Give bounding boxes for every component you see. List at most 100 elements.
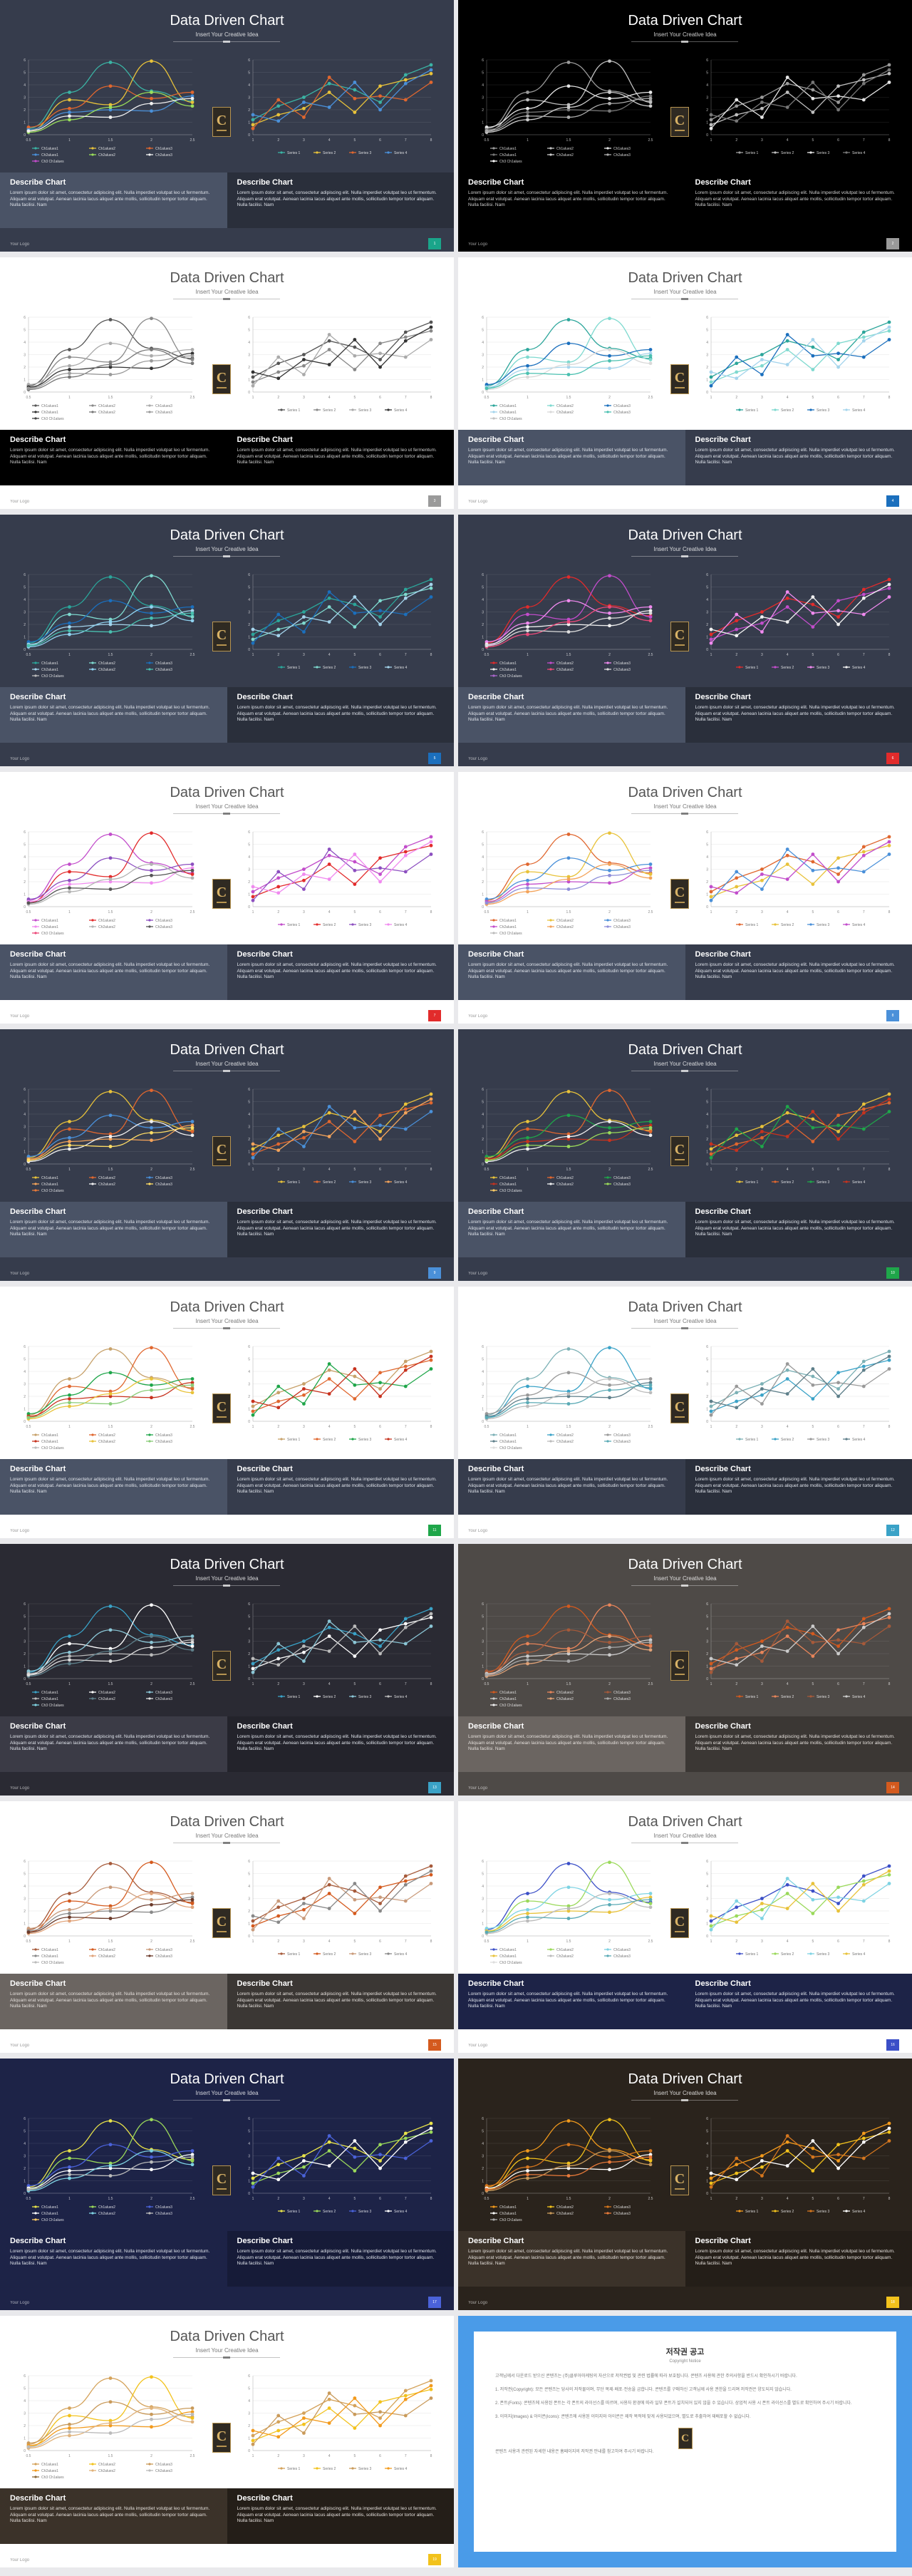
left-chart-x-tick: 2 — [608, 910, 611, 915]
left-chart-y-tick: 3 — [482, 1383, 484, 1387]
left-chart-data-point — [190, 96, 195, 101]
right-chart-data-point — [353, 2146, 357, 2150]
right-chart-data-point — [735, 376, 739, 381]
left-chart-y-tick: 4 — [482, 1627, 484, 1632]
right-chart-x-tick: 6 — [379, 138, 381, 143]
right-chart-x-tick: 1 — [252, 2197, 254, 2201]
description-text: Lorem ipsum dolor sit amet, consectetur … — [468, 1992, 668, 2009]
right-chart-data-point — [251, 2171, 255, 2175]
right-chart-data-point — [735, 1391, 739, 1395]
left-chart-legend-marker — [148, 1954, 151, 1957]
right-chart-x-tick: 5 — [812, 396, 814, 400]
slide-thumbnail[interactable]: Data Driven Chart Insert Your Creative I… — [0, 1287, 454, 1538]
left-chart-data-point — [526, 110, 529, 114]
slide-thumbnail[interactable]: Data Driven Chart Insert Your Creative I… — [0, 0, 454, 252]
slide-subtitle: Insert Your Creative Idea — [195, 1318, 259, 1324]
right-chart-series-line — [252, 1620, 432, 1673]
left-chart-data-point — [26, 1416, 31, 1420]
slide-thumbnail[interactable]: Data Driven Chart Insert Your Creative I… — [458, 257, 912, 509]
slide-thumbnail[interactable]: Data Driven Chart Insert Your Creative I… — [0, 257, 454, 509]
slide-thumbnail[interactable]: Data Driven Chart Insert Your Creative I… — [0, 1801, 454, 2053]
right-chart-legend-marker — [316, 1695, 318, 1698]
right-chart-data-point — [403, 592, 408, 597]
slide-thumbnail[interactable]: Data Driven Chart Insert Your Creative I… — [458, 1287, 912, 1538]
right-chart-data-point — [327, 2164, 331, 2168]
left-chart-legend-label: Ch3 Ch1alues — [41, 2218, 64, 2222]
right-chart-data-point — [735, 1657, 739, 1661]
copyright-paragraph: 1. 저작권(Copyright): 모든 콘텐츠는 당사의 저작물이며, 무단… — [495, 2388, 792, 2392]
left-chart-data-point — [26, 1158, 31, 1163]
slide-thumbnail[interactable]: Data Driven Chart Insert Your Creative I… — [0, 1544, 454, 1796]
title-divider-accent — [681, 2099, 688, 2101]
left-chart-x-tick: 0.5 — [484, 1682, 489, 1686]
right-chart-data-point — [251, 1155, 255, 1160]
page-corner-tab: 7 — [428, 1010, 441, 1021]
page-number: 12 — [891, 1528, 895, 1532]
slide-thumbnail[interactable]: Data Driven Chart Insert Your Creative I… — [458, 0, 912, 252]
left-chart-legend-marker — [34, 1961, 37, 1964]
left-chart-data-point — [566, 2143, 571, 2147]
right-chart-y-tick: 6 — [706, 1860, 708, 1864]
left-chart-data-point — [108, 1904, 113, 1908]
right-chart-series-line — [710, 584, 890, 637]
right-chart-data-point — [709, 1927, 713, 1932]
slide-thumbnail[interactable]: Data Driven Chart Insert Your Creative I… — [0, 2059, 454, 2310]
left-chart-data-point — [150, 2155, 153, 2159]
right-chart-x-tick: 4 — [787, 1168, 789, 1172]
right-chart-data-point — [709, 1919, 713, 1923]
right-chart-data-point — [378, 84, 382, 88]
slide-thumbnail[interactable]: Data Driven Chart Insert Your Creative I… — [458, 2059, 912, 2310]
slide-thumbnail[interactable]: Data Driven Chart Insert Your Creative I… — [0, 2316, 454, 2567]
right-chart-data-point — [836, 94, 840, 98]
right-chart-x-tick: 3 — [761, 1939, 763, 1944]
left-chart-data-point — [566, 1371, 571, 1375]
left-chart-data-point — [190, 615, 195, 619]
right-chart-x-tick: 4 — [787, 396, 789, 400]
left-chart-data-point — [526, 1127, 529, 1131]
right-chart-data-point — [378, 615, 382, 619]
copyright-slide[interactable]: 저작권 공고 Copyright Notice 고객님께서 다운로드 받으신 콘텐츠… — [458, 2316, 912, 2567]
slide-thumbnail[interactable]: Data Driven Chart Insert Your Creative I… — [458, 772, 912, 1024]
right-chart-data-point — [887, 595, 891, 599]
left-chart-legend-label: Ch2alues3 — [155, 2212, 172, 2216]
right-chart-data-point — [709, 1404, 713, 1408]
left-chart-data-point — [108, 2143, 113, 2147]
left-chart-data-point — [648, 1902, 653, 1905]
left-chart-legend-label: Ch3 Ch1alues — [41, 932, 64, 936]
right-chart-data-point — [429, 1607, 433, 1611]
right-chart-series-line — [252, 1102, 432, 1155]
right-chart-legend-label: Series 4 — [394, 2467, 408, 2471]
slide-thumbnail[interactable]: Data Driven Chart Insert Your Creative I… — [0, 1029, 454, 1281]
slide-thumbnail[interactable]: Data Driven Chart Insert Your Creative I… — [0, 515, 454, 766]
right-chart-data-point — [276, 370, 281, 374]
right-chart-data-point — [861, 98, 866, 102]
right-chart-data-point — [327, 620, 331, 624]
right-chart-legend-label: Series 2 — [323, 923, 336, 927]
right-chart-data-point — [251, 895, 255, 899]
right-chart-data-point — [760, 373, 764, 376]
slide-thumbnail[interactable]: Data Driven Chart Insert Your Creative I… — [458, 515, 912, 766]
left-chart-data-point — [566, 620, 571, 624]
left-chart-data-point — [526, 2169, 529, 2173]
right-chart-legend-label: Series 1 — [745, 1952, 759, 1957]
right-chart-data-point — [378, 1638, 382, 1642]
right-chart-series-line — [252, 591, 432, 644]
description-bar: Describe Chart Lorem ipsum dolor sit amet… — [458, 1459, 912, 1515]
right-chart-data-point — [709, 375, 713, 379]
right-chart-data-point — [429, 852, 433, 856]
left-chart-data-point — [648, 866, 653, 870]
left-chart-legend-marker — [148, 2463, 151, 2466]
right-chart-data-point — [302, 2159, 306, 2163]
right-chart-legend-label: Series 4 — [852, 1438, 866, 1442]
slide-thumbnail[interactable]: Data Driven Chart Insert Your Creative I… — [0, 772, 454, 1024]
left-chart-x-tick: 1.5 — [566, 910, 571, 915]
slide-thumbnail[interactable]: Data Driven Chart Insert Your Creative I… — [458, 1801, 912, 2053]
slide-thumbnail[interactable]: Data Driven Chart Insert Your Creative I… — [458, 1544, 912, 1796]
left-chart-data-point — [608, 1653, 611, 1657]
slide-thumbnail[interactable]: Data Driven Chart Insert Your Creative I… — [458, 1029, 912, 1281]
left-chart-y-tick: 3 — [482, 2155, 484, 2159]
right-chart-data-point — [378, 1628, 382, 1632]
right-chart-data-point — [327, 2397, 331, 2401]
left-chart-legend-label: Ch1alues3 — [613, 1691, 631, 1695]
brand-badge-letter: C — [674, 1141, 685, 1158]
